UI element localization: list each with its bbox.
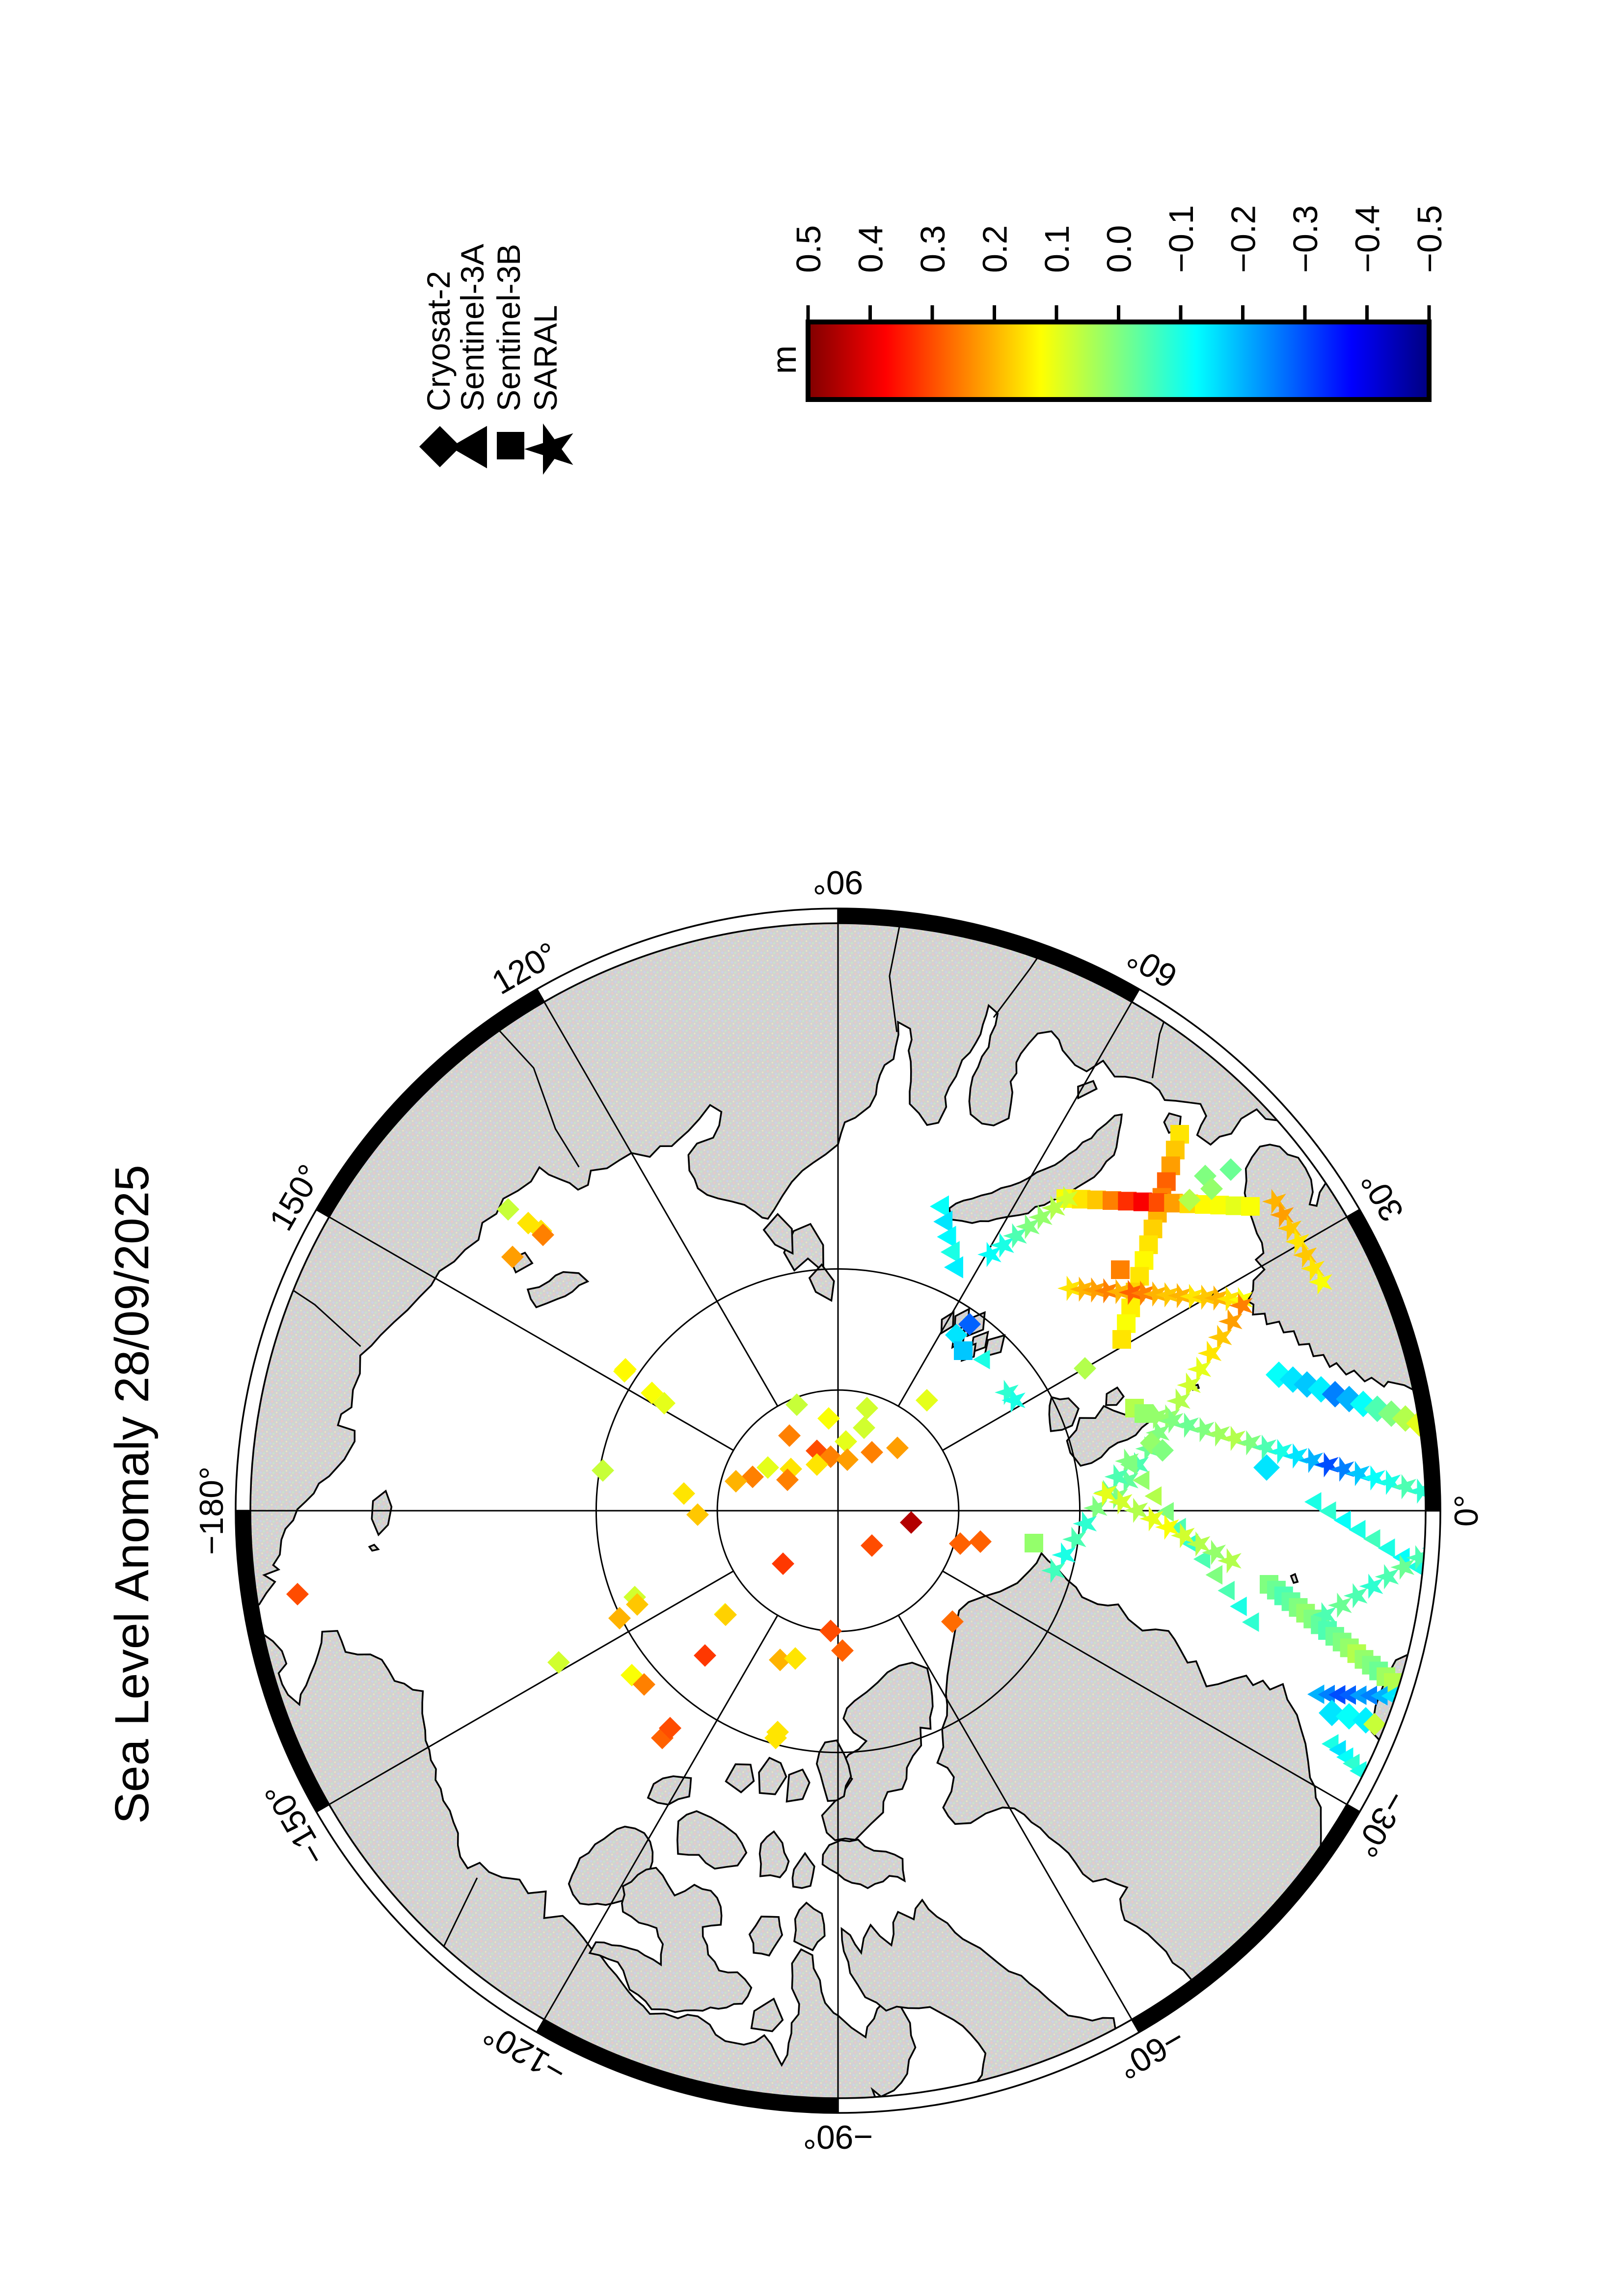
svg-text:0.4: 0.4 xyxy=(852,225,890,273)
svg-text:SARAL: SARAL xyxy=(527,305,564,411)
svg-text:0.3: 0.3 xyxy=(914,225,952,273)
svg-text:−0.4: −0.4 xyxy=(1349,205,1387,273)
svg-text:0°: 0° xyxy=(1448,1495,1485,1526)
svg-text:−0.5: −0.5 xyxy=(1410,205,1449,273)
svg-text:0.1: 0.1 xyxy=(1038,225,1076,273)
svg-text:Sea Level Anomaly 28/09/2025: Sea Level Anomaly 28/09/2025 xyxy=(105,1165,159,1824)
svg-text:−0.1: −0.1 xyxy=(1162,205,1200,273)
svg-text:−180°: −180° xyxy=(193,1467,230,1555)
svg-text:−90°: −90° xyxy=(803,2118,873,2156)
svg-text:−0.2: −0.2 xyxy=(1224,205,1263,273)
svg-text:Sentinel-3B: Sentinel-3B xyxy=(490,244,527,411)
svg-text:0.5: 0.5 xyxy=(789,225,828,273)
svg-text:0.0: 0.0 xyxy=(1100,225,1138,273)
svg-text:m: m xyxy=(765,346,803,374)
svg-text:90°: 90° xyxy=(813,864,864,901)
svg-text:Cryosat-2: Cryosat-2 xyxy=(420,271,457,411)
svg-text:0.2: 0.2 xyxy=(976,225,1014,273)
svg-text:Sentinel-3A: Sentinel-3A xyxy=(454,244,490,411)
svg-text:−0.3: −0.3 xyxy=(1286,205,1325,273)
